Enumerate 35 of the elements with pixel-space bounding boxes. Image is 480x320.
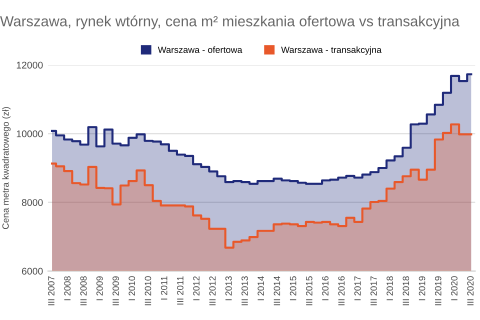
x-tick-label: III 2014 xyxy=(274,276,280,306)
x-tick-label: I 2011 xyxy=(160,276,168,300)
x-tick-label: III 2013 xyxy=(242,276,248,306)
legend-label: Warszawa - ofertowa xyxy=(158,46,242,53)
x-tick-label: I 2015 xyxy=(290,276,296,300)
x-tick-label: III 2010 xyxy=(144,276,152,306)
chart-title: Warszawa, rynek wtórny, cena m² mieszkania ofertowa vs transakcyjna xyxy=(0,16,460,30)
x-tick-label: III 2015 xyxy=(306,276,312,306)
y-tick-label: 6000 xyxy=(22,268,43,275)
x-tick-label: III 2020 xyxy=(467,276,474,306)
x-tick-label: III 2017 xyxy=(370,276,377,306)
x-tick-label: III 2007 xyxy=(48,276,54,306)
x-tick-label: I 2020 xyxy=(451,276,458,300)
x-tick-label: III 2008 xyxy=(80,276,87,306)
x-tick-label: I 2010 xyxy=(128,276,136,300)
x-tick-label: I 2019 xyxy=(418,276,426,300)
y-tick-label: 8000 xyxy=(22,199,43,206)
y-tick-label: 10000 xyxy=(16,130,43,138)
x-tick-label: I 2018 xyxy=(386,276,393,300)
y-axis-title: Cena metra kwadratowego (zł) xyxy=(2,107,11,229)
y-tick-label: 12000 xyxy=(16,62,43,69)
x-tick-label: III 2019 xyxy=(434,276,442,306)
x-tick-label: I 2016 xyxy=(322,276,329,300)
x-tick-label: III 2016 xyxy=(338,276,345,306)
x-tick-label: III 2012 xyxy=(209,276,216,306)
x-tick-label: I 2009 xyxy=(96,276,103,300)
x-tick-label: III 2011 xyxy=(177,276,184,305)
x-tick-label: III 2018 xyxy=(402,276,410,306)
x-tick-label: I 2013 xyxy=(225,276,232,300)
x-tick-label: I 2008 xyxy=(64,276,71,300)
x-tick-label: I 2017 xyxy=(354,276,361,300)
x-tick-label: III 2009 xyxy=(112,276,119,306)
x-tick-label: I 2014 xyxy=(258,276,264,300)
legend-label: Warszawa - transakcyjna xyxy=(281,46,382,55)
x-tick-label: I 2012 xyxy=(193,276,200,300)
